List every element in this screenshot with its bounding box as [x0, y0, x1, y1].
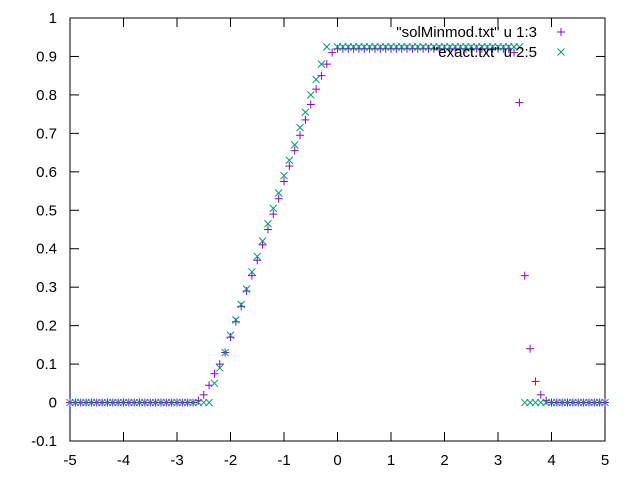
plot-frame [69, 17, 606, 442]
series-2-point [237, 300, 246, 309]
series-2-point [264, 219, 272, 228]
y-tick-label: 0.1 [36, 356, 57, 373]
series-1-point [274, 194, 283, 203]
y-tick-label: 0.7 [36, 125, 57, 142]
series-2-point [312, 75, 320, 84]
x-tick-label: 5 [601, 452, 609, 469]
x-tick-label: -5 [63, 452, 76, 469]
series-2-point [253, 252, 262, 261]
series-2-point [296, 123, 304, 132]
series-1-point [322, 60, 331, 69]
series-1-point [199, 390, 208, 399]
series-2-point [322, 42, 331, 51]
x-tick-label: 2 [440, 452, 448, 469]
y-tick-label: 0.8 [36, 87, 57, 104]
y-axis-ticks: -0.1 0 0.1 0.2 0.3 0.4 0.5 0.6 0.7 0.8 0.9 1 [31, 10, 605, 450]
series-2 [66, 42, 609, 407]
series-1-point [258, 240, 267, 249]
x-tick-label: -2 [224, 452, 237, 469]
series-2-point [285, 156, 294, 165]
series-2-point [215, 364, 224, 372]
series-1-point [226, 333, 235, 342]
series-2-point [258, 237, 267, 245]
series-1-point [301, 115, 310, 124]
series-1-point [515, 98, 524, 107]
series-2-point [301, 108, 310, 117]
legend-label-2: "exact.txt" u 2:5 [433, 44, 537, 61]
x-tick-label: 0 [333, 452, 341, 469]
series-1-point [194, 396, 203, 405]
series-1-point [504, 44, 513, 53]
plot-border [69, 17, 606, 442]
y-tick-label: 0.2 [36, 318, 57, 335]
x-tick-label: -3 [170, 452, 183, 469]
series-1-point [526, 344, 535, 353]
series-1-point [296, 131, 305, 140]
x-tick-label: 3 [494, 452, 502, 469]
series-1-point [210, 369, 219, 378]
series-1-point [247, 271, 256, 280]
legend-marker-2 [557, 48, 565, 56]
series-2-point [248, 267, 256, 276]
series-2-point [269, 204, 278, 213]
y-tick-label: 0.5 [36, 202, 57, 219]
series-1-point [290, 146, 299, 155]
series-2-point [231, 316, 240, 324]
series-2-point [280, 171, 288, 180]
x-tick-label: 4 [547, 452, 555, 469]
series-2-point [242, 285, 251, 293]
series-2-point [515, 42, 524, 51]
series-1-point [312, 85, 321, 94]
legend-marker-1 [557, 28, 565, 36]
y-tick-label: 0.6 [36, 164, 57, 181]
legend: "solMinmod.txt" u 1:3 "exact.txt" u 2:5 [396, 24, 565, 61]
x-axis-ticks: -5 -4 -3 -2 -1 0 1 2 3 4 5 [63, 18, 609, 469]
x-tick-label: -4 [117, 452, 130, 469]
series-2-point [274, 189, 283, 197]
series-2-point [290, 141, 299, 149]
series-2-point [317, 60, 326, 68]
series-1-point [285, 162, 294, 171]
y-tick-label: 0 [49, 395, 57, 412]
series-1-point [231, 317, 240, 326]
series-1-point [317, 71, 326, 80]
series-2-point [205, 398, 213, 407]
series-1 [66, 44, 609, 407]
series-1-point [536, 390, 545, 399]
series-2-point [306, 91, 315, 99]
series-2-point [221, 348, 230, 357]
series-1-point [520, 271, 529, 280]
legend-label-1: "solMinmod.txt" u 1:3 [396, 24, 537, 41]
x-tick-label: -1 [277, 452, 290, 469]
series-1-point [280, 177, 288, 186]
series-1-point [510, 48, 519, 57]
series-1-point [531, 377, 540, 386]
x-tick-label: 1 [387, 452, 395, 469]
series-2-point [226, 331, 235, 340]
series-1-point [542, 396, 551, 405]
series-1-point [205, 381, 214, 390]
y-tick-label: 1 [49, 10, 57, 27]
y-tick-label: 0.4 [36, 241, 57, 258]
series-layer [66, 42, 609, 407]
y-tick-label: 0.3 [36, 279, 57, 296]
series-2-point [601, 398, 609, 407]
series-1-point [215, 360, 224, 369]
series-1-point [237, 302, 246, 311]
series-1-point [263, 225, 272, 234]
series-1-point [253, 256, 262, 265]
y-tick-label: -0.1 [31, 433, 57, 450]
series-2-point [210, 379, 219, 388]
series-1-point [306, 100, 315, 109]
series-1-point [328, 48, 337, 57]
series-1-point [269, 210, 278, 219]
y-tick-label: 0.9 [36, 48, 57, 65]
series-1-point [242, 287, 251, 296]
